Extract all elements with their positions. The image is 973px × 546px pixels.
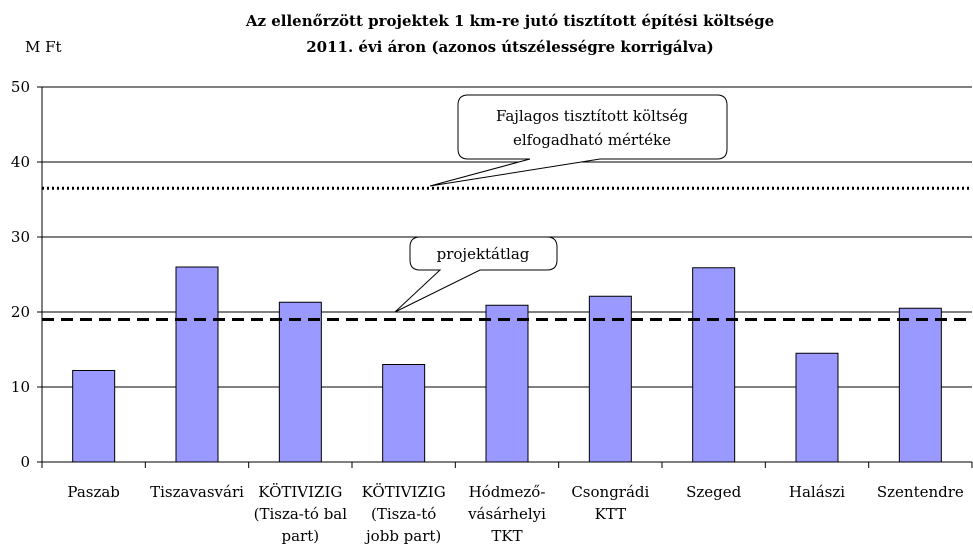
callout — [429, 94, 728, 187]
y-axis-label: M Ft — [25, 38, 62, 56]
bar — [175, 266, 219, 463]
bar — [898, 307, 942, 463]
callout-label: Fajlagos tisztított költség elfogadható m… — [496, 107, 688, 149]
y-tick-label: 30 — [11, 228, 30, 246]
x-tick-label: Csongrádi KTT — [571, 483, 649, 523]
y-tick-label: 0 — [20, 453, 30, 471]
y-tick-label: 40 — [11, 153, 30, 171]
y-tick-label: 10 — [11, 378, 30, 396]
x-tick-label: Szentendre — [877, 483, 964, 501]
chart-title: Az ellenőrzött projektek 1 km-re jutó ti… — [245, 12, 774, 30]
bar — [485, 304, 529, 463]
bar — [382, 364, 426, 463]
y-tick-label: 50 — [11, 78, 30, 96]
x-tick-label: Tiszavasvári — [150, 483, 244, 501]
bar — [692, 267, 736, 463]
x-tick-label: Szeged — [686, 483, 742, 501]
x-tick-label: KÖTIVIZIG (Tisza-tó bal part) — [254, 483, 348, 545]
callout — [394, 236, 558, 313]
x-tick-label: Hódmező-vásárhelyi TKT — [467, 483, 546, 545]
bar — [795, 352, 839, 463]
callout-label: projektátlag — [437, 245, 530, 263]
chart-title: 2011. évi áron (azonos útszélességre kor… — [306, 38, 714, 56]
x-tick-label: Paszab — [67, 483, 120, 501]
bar — [588, 295, 632, 463]
bar — [278, 301, 322, 463]
x-tick-label: Halászi — [789, 483, 845, 501]
x-tick-label: KÖTIVIZIG (Tisza-tó jobb part) — [362, 483, 446, 545]
y-tick-label: 20 — [11, 303, 30, 321]
bar — [72, 370, 116, 463]
